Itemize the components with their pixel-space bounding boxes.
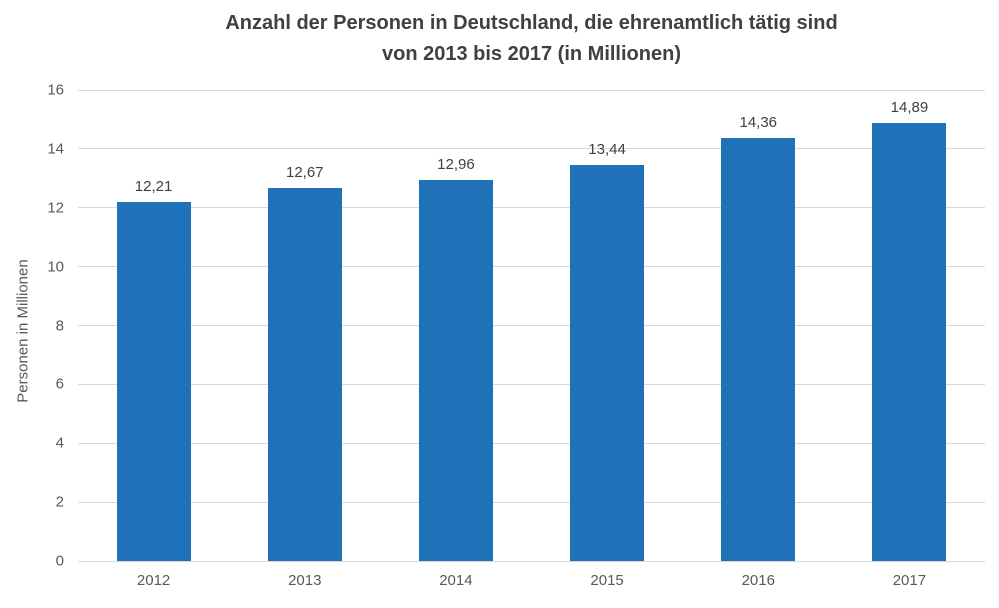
gridline [78,266,985,268]
x-axis-tick-label: 2016 [741,572,775,589]
x-axis-tick-label: 2013 [288,572,322,589]
gridline [78,207,985,209]
x-axis-tick-label: 2017 [892,572,927,589]
y-axis-tick-label: 16 [47,81,64,99]
x-axis-tick-label: 2015 [590,572,624,589]
y-axis-tick-label: 12 [47,199,64,217]
bar-value-label: 14,89 [890,98,929,116]
chart-title-line-2: von 2013 bis 2017 (in Millionen) [382,43,681,65]
y-axis-tick-label: 2 [55,493,64,511]
y-axis-tick-label: 0 [55,552,64,570]
plot-area: 12,21 12,67 12,96 13,44 14,36 14,89 [78,89,985,562]
bar [267,188,342,561]
gridline [78,89,985,91]
chart-title: Anzahl der Personen in Deutschland, die … [78,8,985,70]
gridline [78,383,985,385]
gridline [78,148,985,150]
bar-value-label: 12,96 [437,155,475,173]
x-axis-tick-label: 2012 [136,572,171,589]
gridline [78,325,985,326]
gridline [78,501,985,503]
gridline [78,442,985,444]
bar [116,201,191,561]
gridline [78,560,985,562]
bar [418,179,493,561]
bar [570,165,645,561]
bar-value-label: 12,67 [285,164,324,182]
bar [872,122,947,561]
y-axis-tick-label: 6 [55,375,64,393]
chart-title-line-1: Anzahl der Personen in Deutschland, die … [225,12,838,34]
y-axis-tick-label: 14 [47,140,64,158]
bar [721,138,796,561]
bar-value-label: 12,21 [134,177,173,195]
y-axis-tick-label: 8 [55,317,64,334]
bar-value-label: 13,44 [588,141,626,159]
x-axis-tick-label: 2014 [439,572,473,589]
y-axis-tick-label: 4 [55,434,64,452]
bar-value-label: 14,36 [739,114,778,132]
y-axis-tick-label: 10 [47,258,64,276]
